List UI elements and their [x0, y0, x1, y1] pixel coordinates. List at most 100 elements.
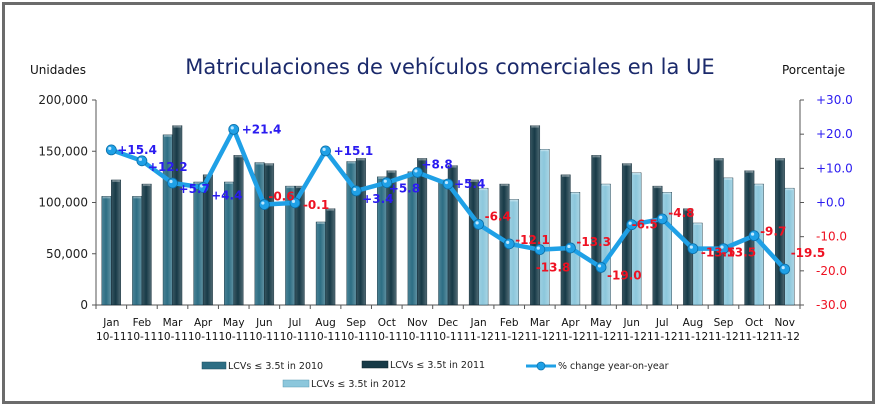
- bar-2011-4: [233, 155, 244, 306]
- x-tick-month-3: Apr: [194, 317, 213, 329]
- bar-2010-1: [132, 196, 143, 306]
- legend-item-pct-change: % change year-on-year: [526, 361, 669, 372]
- point-highlight: [781, 266, 785, 270]
- legend-label-2010: LCVs ≤ 3.5t in 2010: [228, 361, 323, 372]
- y2-tick-label: +0.0: [816, 196, 845, 210]
- x-tick-period-12: 11-12: [463, 331, 494, 343]
- x-tick-period-9: 10-11: [372, 331, 403, 343]
- legend-item-2012: LCVs ≤ 3.5t in 2012: [282, 379, 406, 390]
- x-tick-month-12: Jan: [470, 317, 487, 329]
- bar-highlight: [755, 184, 763, 187]
- legend-label-pct-change: % change year-on-year: [558, 361, 669, 372]
- y-tick-label: 0: [80, 298, 88, 312]
- x-tick-period-19: 11-12: [678, 331, 709, 343]
- legend-swatch-2010: [201, 361, 227, 370]
- bar-2011-0: [111, 179, 122, 306]
- x-tick-month-4: May: [223, 317, 245, 329]
- bars: [101, 125, 795, 306]
- bar-2010-0: [101, 196, 112, 306]
- point-highlight: [261, 201, 265, 205]
- bar-2011-5: [264, 163, 275, 306]
- data-label-5: -0.6: [268, 190, 294, 204]
- bar-highlight: [745, 170, 754, 173]
- bar-2010-11: [438, 179, 449, 306]
- point-highlight: [230, 126, 234, 130]
- bar-highlight: [295, 186, 304, 189]
- data-label-1: +12.2: [148, 160, 188, 174]
- pct-change-point-7: [320, 145, 331, 157]
- data-label-2: +5.7: [179, 182, 210, 196]
- x-tick-month-5: Jun: [255, 317, 272, 329]
- bar-highlight: [133, 196, 141, 199]
- x-tick-period-10: 10-11: [402, 331, 433, 343]
- bar-2012-20: [723, 177, 734, 306]
- pct-change-point-16: [595, 262, 607, 273]
- bar-highlight: [142, 184, 151, 187]
- bar-highlight: [102, 196, 111, 199]
- x-tick-period-1: 10-11: [127, 331, 158, 343]
- bar-highlight: [449, 165, 457, 168]
- bar-highlight: [286, 186, 294, 189]
- bar-highlight: [623, 163, 631, 166]
- point-highlight: [444, 180, 449, 185]
- bar-highlight: [693, 223, 702, 225]
- bar-highlight: [653, 186, 662, 189]
- x-tick-month-6: Jul: [288, 317, 302, 329]
- y2-tick-label: +20.0: [816, 127, 853, 141]
- y-tick-label: 200,000: [38, 93, 88, 107]
- point-highlight: [475, 221, 479, 225]
- x-tick-period-8: 10-11: [341, 331, 372, 343]
- data-label-21: -9.7: [760, 225, 786, 239]
- point-highlight: [322, 147, 326, 152]
- bar-2012-12: [478, 187, 489, 306]
- data-label-6: -0.1: [303, 198, 329, 212]
- bar-2011-18: [652, 185, 663, 306]
- bar-highlight: [225, 182, 233, 184]
- point-highlight: [200, 184, 204, 188]
- chart-title: Matriculaciones de vehículos comerciales…: [185, 55, 714, 79]
- bar-highlight: [684, 208, 692, 211]
- bar-highlight: [724, 177, 732, 180]
- point-highlight: [628, 221, 632, 225]
- bar-highlight: [785, 188, 794, 191]
- data-label-15: -13.3: [576, 235, 611, 249]
- legend: LCVs ≤ 3.5t in 2010 LCVs ≤ 3.5t in 2011 …: [201, 360, 669, 390]
- bar-2011-7: [325, 208, 336, 306]
- legend-label-2011: LCVs ≤ 3.5t in 2011: [390, 360, 485, 371]
- bar-2011-2: [172, 125, 183, 306]
- bar-highlight: [714, 158, 723, 161]
- bar-2011-20: [713, 158, 724, 306]
- bar-2011-9: [386, 170, 397, 306]
- axes: 0 50,000 100,000 150,000 200,000 -30.0 -20.0 -1…: [38, 93, 852, 312]
- bar-highlight: [776, 158, 784, 161]
- bar-2012-13: [509, 199, 519, 306]
- y2-tick-label: -10.0: [816, 230, 847, 244]
- x-tick-month-7: Aug: [315, 317, 336, 329]
- x-tick-period-4: 10-11: [218, 331, 249, 343]
- point-highlight: [689, 245, 693, 249]
- data-label-12: -6.4: [485, 209, 511, 223]
- x-tick-period-7: 10-11: [310, 331, 341, 343]
- bar-2011-19: [683, 208, 694, 306]
- bar-highlight: [265, 163, 273, 166]
- legend-swatch-2011: [361, 360, 389, 369]
- x-tick-labels: Jan 10-11 Feb 10-11 Mar 10-11 Apr 10-11 May 10-11…: [96, 317, 800, 343]
- data-label-19: -13.5: [701, 246, 736, 260]
- x-tick-month-22: Nov: [774, 317, 795, 329]
- data-label-3: +4.4: [211, 188, 242, 202]
- point-highlight: [506, 240, 510, 244]
- x-tick-period-20: 11-12: [708, 331, 739, 343]
- point-highlight: [720, 245, 724, 249]
- bar-highlight: [194, 182, 203, 184]
- point-highlight: [750, 232, 755, 236]
- pct-change-point-0: [105, 144, 117, 156]
- bar-highlight: [164, 134, 172, 137]
- x-tick-period-18: 11-12: [647, 331, 678, 343]
- bar-highlight: [632, 172, 641, 175]
- x-tick-period-2: 10-11: [157, 331, 188, 343]
- data-label-8: +3.4: [362, 192, 393, 206]
- bar-highlight: [561, 174, 570, 177]
- bar-2011-10: [417, 158, 428, 306]
- bar-highlight: [602, 184, 610, 187]
